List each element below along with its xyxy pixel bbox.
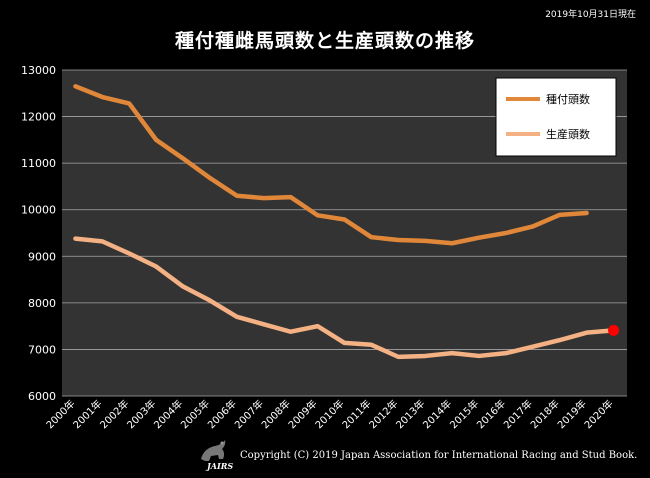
x-tick-label: 2019年 bbox=[555, 397, 589, 431]
x-tick-label: 2003年 bbox=[124, 397, 158, 431]
x-tick-label: 2018年 bbox=[528, 397, 562, 431]
x-tick-label: 2001年 bbox=[70, 397, 104, 431]
series-line-1 bbox=[73, 84, 589, 246]
x-tick-label: 2010年 bbox=[312, 397, 346, 431]
x-tick-label: 2007年 bbox=[232, 397, 266, 431]
x-tick-label: 2011年 bbox=[339, 397, 373, 431]
y-tick-label: 12000 bbox=[21, 111, 56, 124]
y-tick-label: 6000 bbox=[28, 390, 56, 403]
x-tick-label: 2012年 bbox=[366, 397, 400, 431]
x-tick-label: 2005年 bbox=[178, 397, 212, 431]
series-line-2 bbox=[73, 236, 616, 360]
x-tick-label: 2006年 bbox=[205, 397, 239, 431]
legend: 種付頭数 生産頭数 bbox=[495, 77, 617, 157]
x-tick-label: 2014年 bbox=[420, 397, 454, 431]
x-tick-label: 2008年 bbox=[259, 397, 293, 431]
x-axis-tick-labels: 2000年2001年2002年2003年2004年2005年2006年2007年… bbox=[43, 397, 615, 431]
x-tick-label: 2020年 bbox=[581, 397, 615, 431]
x-tick-label: 2015年 bbox=[447, 397, 481, 431]
legend-label-series-2: 生産頭数 bbox=[546, 127, 590, 141]
logo-text: JAIRS bbox=[207, 461, 234, 471]
highlight-point bbox=[608, 324, 620, 336]
x-tick-label: 2017年 bbox=[501, 397, 535, 431]
jairs-logo bbox=[201, 440, 226, 461]
y-tick-label: 8000 bbox=[28, 297, 56, 310]
date-note: 2019年10月31日現在 bbox=[545, 10, 636, 20]
y-axis-tick-labels: 6000 7000 8000 9000 10000 11000 12000 13000 bbox=[21, 64, 56, 403]
y-tick-label: 11000 bbox=[21, 157, 56, 170]
gridlines bbox=[62, 69, 627, 397]
series-layer bbox=[73, 84, 620, 360]
x-tick-label: 2016年 bbox=[474, 397, 508, 431]
legend-box bbox=[495, 77, 617, 157]
y-tick-label: 13000 bbox=[21, 64, 56, 77]
x-tick-label: 2009年 bbox=[285, 397, 319, 431]
y-tick-label: 9000 bbox=[28, 250, 56, 263]
x-tick-label: 2002年 bbox=[97, 397, 131, 431]
x-tick-label: 2013年 bbox=[393, 397, 427, 431]
chart-title: 種付種雌馬頭数と生産頭数の推移 bbox=[174, 30, 475, 52]
copyright-text: Copyright (C) 2019 Japan Association for… bbox=[240, 450, 638, 461]
x-tick-label: 2004年 bbox=[151, 397, 185, 431]
y-tick-label: 7000 bbox=[28, 343, 56, 356]
y-tick-label: 10000 bbox=[21, 204, 56, 217]
legend-label-series-1: 種付頭数 bbox=[546, 92, 590, 106]
